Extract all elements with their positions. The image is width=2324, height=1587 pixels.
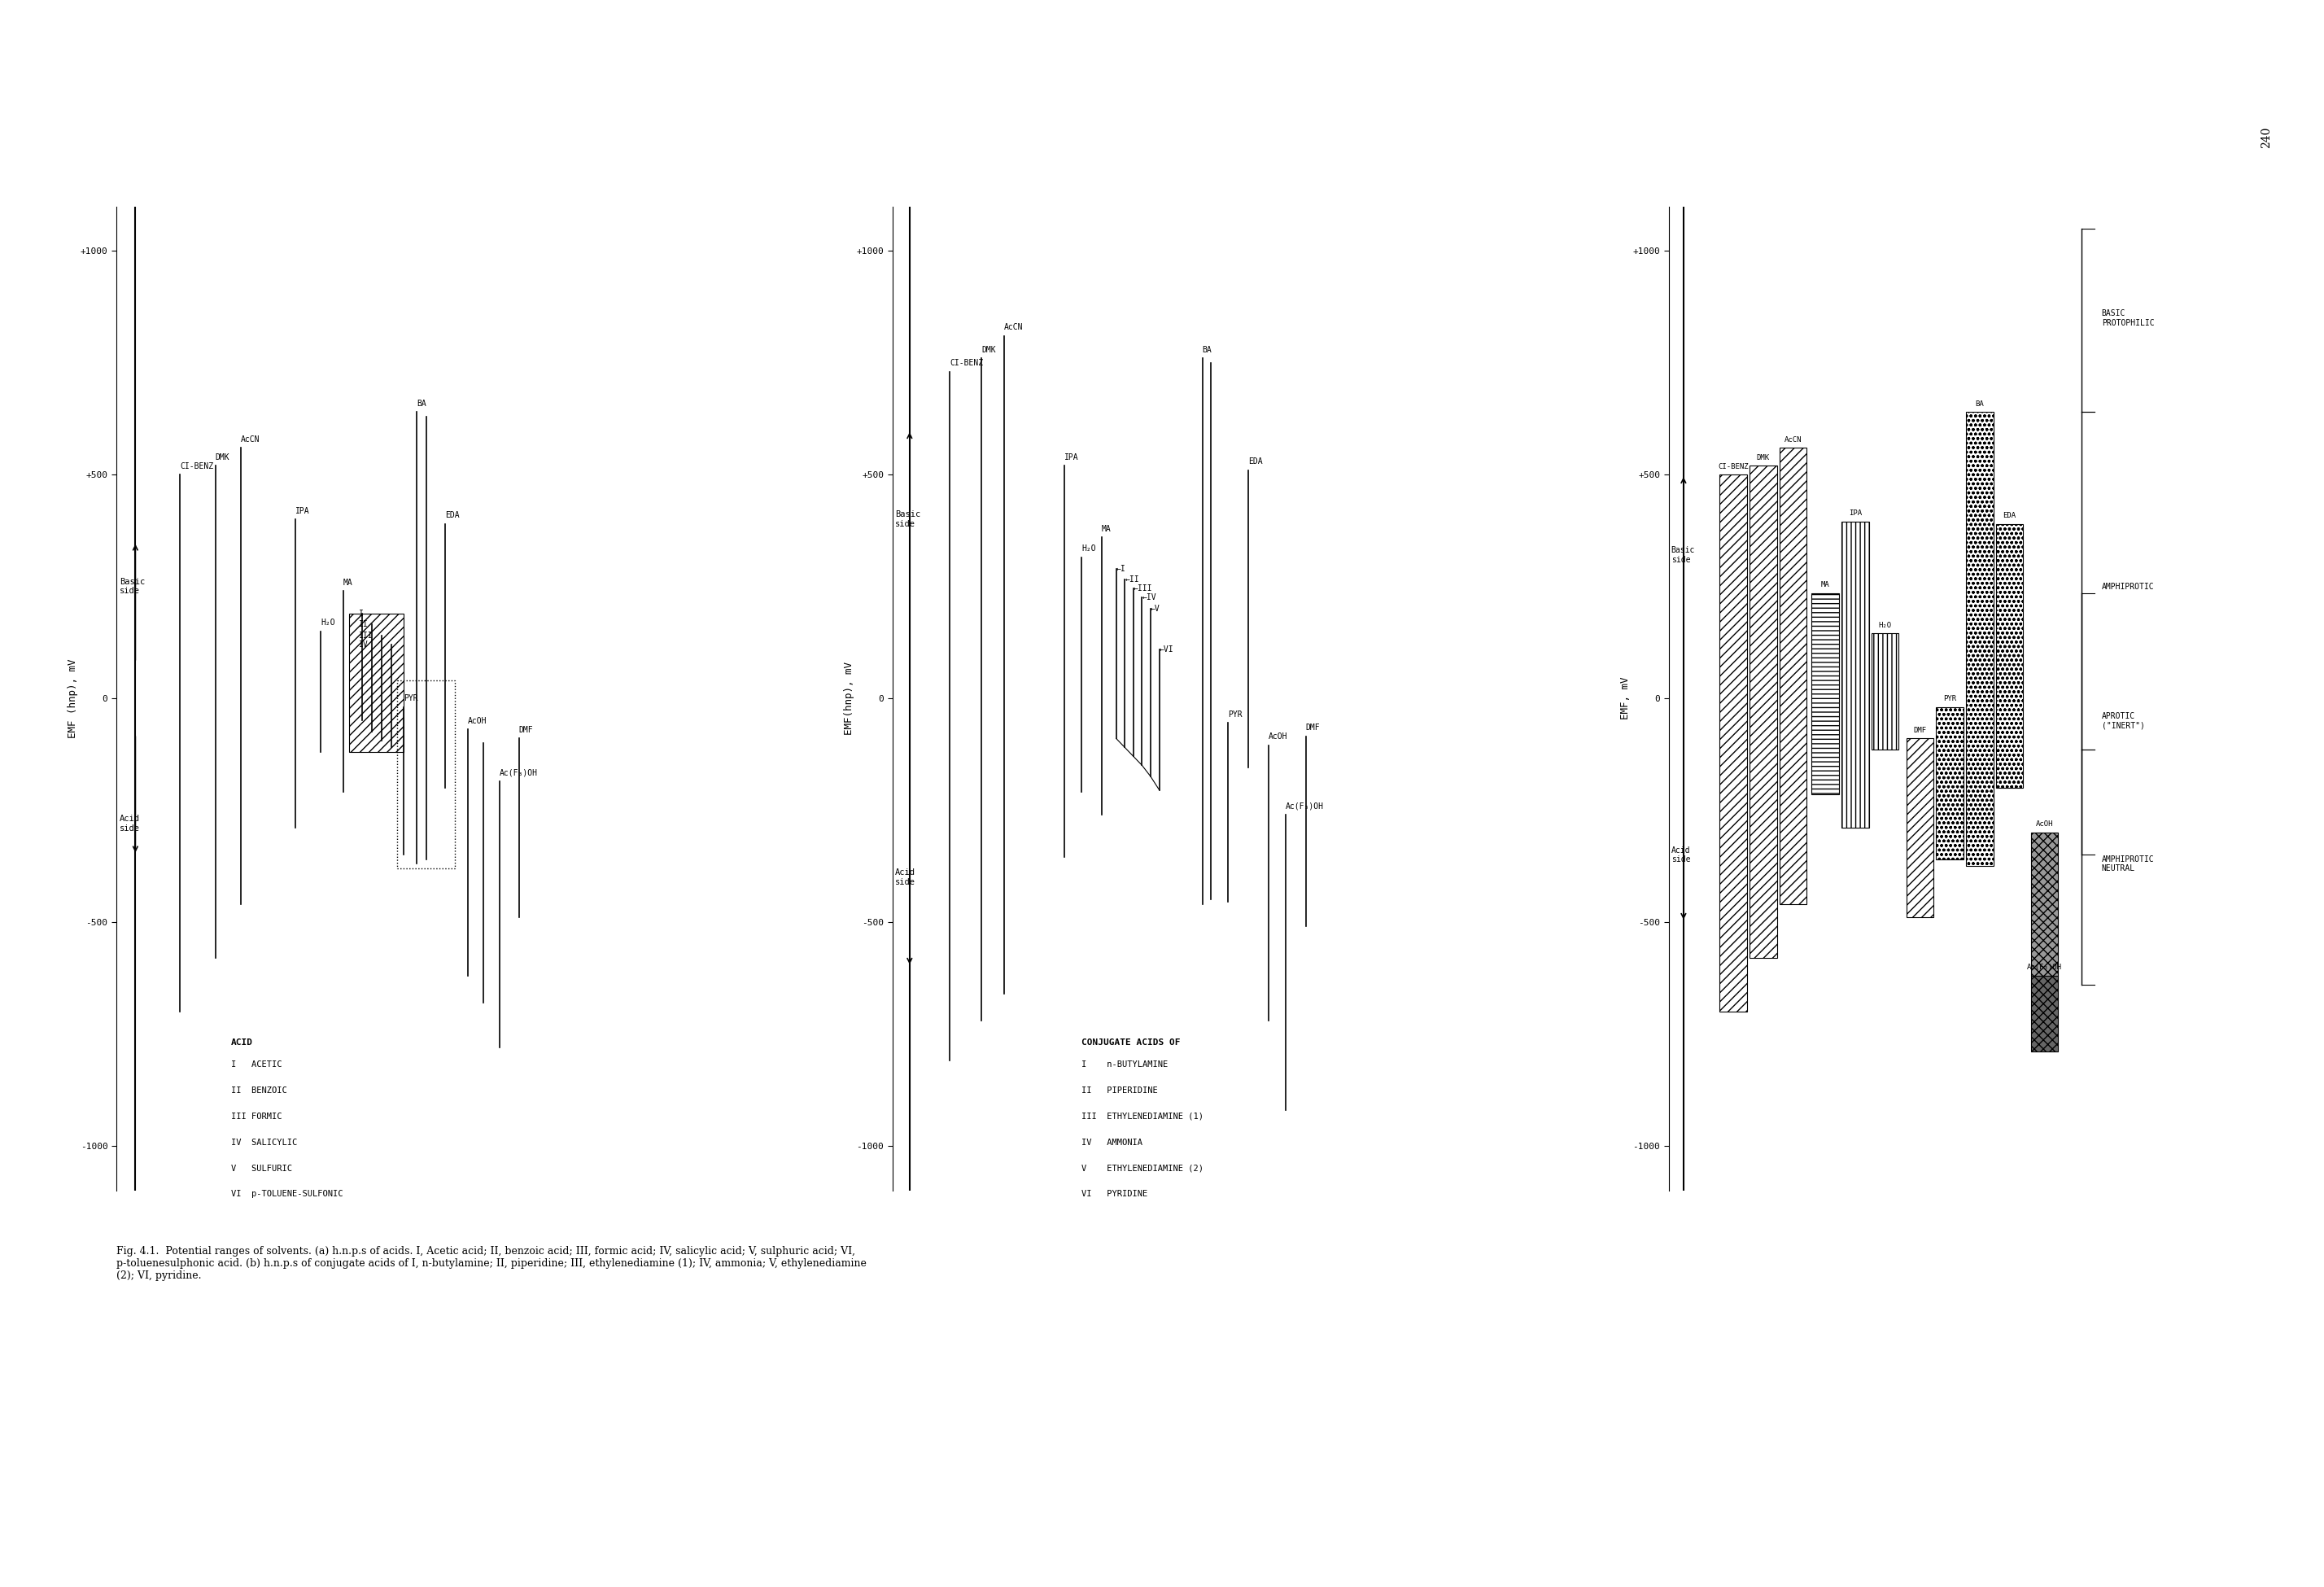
Text: AcOH: AcOH — [467, 717, 486, 725]
Text: MA: MA — [1822, 581, 1829, 589]
Text: ←II: ←II — [1125, 576, 1139, 584]
Text: ←III: ←III — [1134, 584, 1153, 594]
Text: I: I — [360, 609, 365, 617]
Text: VI   PYRIDINE: VI PYRIDINE — [1081, 1190, 1148, 1198]
Bar — [1966, 413, 1994, 867]
Bar — [349, 613, 404, 752]
Text: ←VI: ←VI — [1160, 644, 1174, 654]
Text: 240: 240 — [2261, 127, 2271, 149]
Text: CI-BENZ: CI-BENZ — [181, 462, 214, 470]
Text: I   ACETIC: I ACETIC — [232, 1060, 281, 1068]
Y-axis label: EMF(hnp), mV: EMF(hnp), mV — [844, 662, 855, 735]
Y-axis label: EMF (hnp), mV: EMF (hnp), mV — [67, 659, 79, 738]
Text: AMPHIPROTIC: AMPHIPROTIC — [2101, 582, 2154, 590]
Text: AcCN: AcCN — [242, 435, 260, 443]
Text: BASIC
PROTOPHILIC: BASIC PROTOPHILIC — [2101, 309, 2154, 327]
Text: III  ETHYLENEDIAMINE (1): III ETHYLENEDIAMINE (1) — [1081, 1112, 1204, 1120]
Text: V    ETHYLENEDIAMINE (2): V ETHYLENEDIAMINE (2) — [1081, 1165, 1204, 1173]
Text: MA: MA — [1102, 525, 1111, 533]
Text: II   PIPERIDINE: II PIPERIDINE — [1081, 1087, 1157, 1095]
Text: MA: MA — [344, 578, 353, 587]
Bar — [1720, 475, 1748, 1011]
Text: ←I: ←I — [1116, 565, 1125, 573]
Text: IV   AMMONIA: IV AMMONIA — [1081, 1138, 1143, 1146]
Text: ←IV: ←IV — [1141, 594, 1157, 601]
Text: EDA: EDA — [1248, 457, 1262, 465]
Text: Basic
side: Basic side — [895, 511, 920, 528]
Text: AMPHIPROTIC
NEUTRAL: AMPHIPROTIC NEUTRAL — [2101, 855, 2154, 873]
Bar — [1750, 465, 1778, 957]
Bar — [2031, 976, 2059, 1052]
Bar — [1813, 594, 1838, 795]
Text: EDA: EDA — [446, 511, 460, 519]
Text: AcCN: AcCN — [1004, 324, 1023, 332]
Bar — [1906, 738, 1934, 917]
Bar — [1871, 633, 1899, 749]
Text: Acid
side: Acid side — [119, 814, 139, 832]
Text: ACID: ACID — [232, 1038, 253, 1046]
Text: CI-BENZ: CI-BENZ — [1717, 463, 1748, 470]
Text: III FORMIC: III FORMIC — [232, 1112, 281, 1120]
Text: EDA: EDA — [2003, 513, 2017, 519]
Text: II  BENZOIC: II BENZOIC — [232, 1087, 288, 1095]
Text: I    n-BUTYLAMINE: I n-BUTYLAMINE — [1081, 1060, 1169, 1068]
Text: IPA: IPA — [1064, 454, 1078, 462]
Bar — [1841, 522, 1868, 828]
Text: PYR: PYR — [1227, 711, 1243, 719]
Text: Ac(F₃)OH: Ac(F₃)OH — [1285, 801, 1325, 809]
Text: Basic
side: Basic side — [1671, 546, 1694, 563]
Text: DMF: DMF — [1913, 727, 1927, 735]
Text: AcOH: AcOH — [2036, 820, 2052, 828]
Text: PYR: PYR — [1943, 695, 1957, 703]
Text: CI-BENZ: CI-BENZ — [951, 359, 983, 367]
Text: Acid
side: Acid side — [1671, 846, 1690, 863]
Text: IPA: IPA — [295, 506, 309, 514]
Text: DMK: DMK — [981, 346, 995, 354]
Text: BA: BA — [416, 400, 425, 408]
Text: PYR: PYR — [404, 695, 418, 703]
Bar — [1996, 524, 2024, 787]
Bar — [2031, 833, 2059, 976]
Y-axis label: EMF, mV: EMF, mV — [1620, 678, 1631, 719]
Text: H₂O: H₂O — [1081, 544, 1097, 552]
Text: Fig. 4.1.  Potential ranges of solvents. (a) h.n.p.s of acids. I, Acetic acid; I: Fig. 4.1. Potential ranges of solvents. … — [116, 1246, 867, 1281]
Text: VI  p-TOLUENE-SULFONIC: VI p-TOLUENE-SULFONIC — [232, 1190, 344, 1198]
Text: DMK: DMK — [1757, 454, 1769, 462]
Text: V   SULFURIC: V SULFURIC — [232, 1165, 293, 1173]
Text: H₂O: H₂O — [321, 619, 335, 627]
Text: APROTIC
("INERT"): APROTIC ("INERT") — [2101, 713, 2145, 730]
Text: II: II — [360, 621, 370, 628]
Text: CONJUGATE ACIDS OF: CONJUGATE ACIDS OF — [1081, 1038, 1181, 1046]
Text: DMF: DMF — [518, 725, 532, 735]
Text: DMF: DMF — [1306, 724, 1320, 732]
Text: AcOH: AcOH — [1269, 733, 1287, 741]
Text: IV  SALICYLIC: IV SALICYLIC — [232, 1138, 297, 1146]
Text: DMK: DMK — [216, 454, 230, 462]
Text: BA: BA — [1202, 346, 1211, 354]
Text: Ac(F₃)OH: Ac(F₃)OH — [2027, 963, 2061, 971]
Text: III: III — [360, 632, 374, 640]
Text: BA: BA — [1975, 400, 1985, 408]
Text: IPA: IPA — [1848, 509, 1862, 517]
Bar — [1780, 448, 1806, 905]
Text: H₂O: H₂O — [1878, 622, 1892, 628]
Text: AcCN: AcCN — [1785, 436, 1801, 443]
Text: ←V: ←V — [1150, 605, 1160, 613]
Text: Acid
side: Acid side — [895, 868, 916, 886]
Text: IV: IV — [360, 641, 370, 649]
Bar — [397, 681, 456, 868]
Bar — [1936, 708, 1964, 859]
Text: Basic
side: Basic side — [119, 578, 144, 595]
Text: Ac(F₃)OH: Ac(F₃)OH — [500, 768, 537, 776]
